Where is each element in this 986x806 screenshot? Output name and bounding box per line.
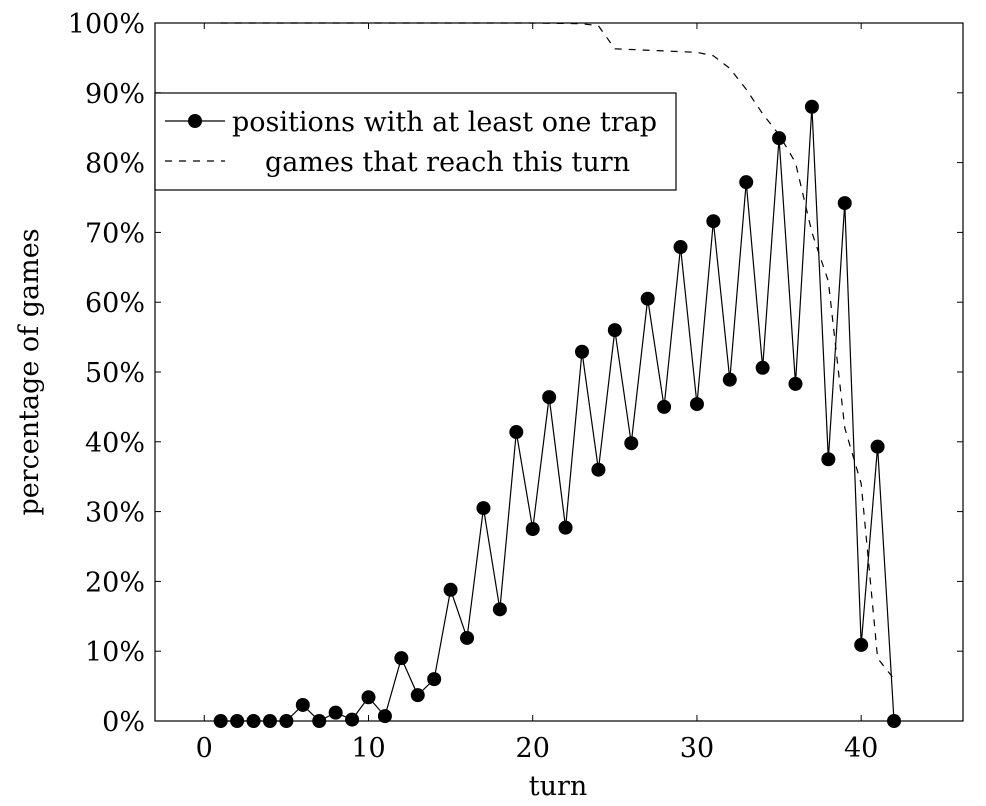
data-point bbox=[345, 712, 360, 727]
legend-marker bbox=[188, 114, 202, 128]
data-point bbox=[607, 323, 622, 338]
y-tick-label: 0% bbox=[102, 707, 145, 738]
data-point bbox=[821, 452, 836, 467]
data-point bbox=[624, 436, 639, 451]
legend: positions with at least one trap games t… bbox=[154, 92, 677, 191]
data-point bbox=[509, 425, 524, 440]
data-point bbox=[492, 602, 507, 617]
data-point bbox=[870, 439, 885, 454]
y-axis-label: percentage of games bbox=[14, 228, 45, 515]
data-point bbox=[887, 714, 902, 728]
data-point bbox=[279, 714, 294, 728]
series-layer bbox=[213, 22, 902, 728]
data-point bbox=[230, 714, 245, 728]
data-point bbox=[328, 705, 343, 720]
y-tick-label: 20% bbox=[85, 567, 145, 598]
data-point bbox=[262, 714, 277, 728]
data-point bbox=[739, 175, 754, 190]
y-tick-label: 40% bbox=[85, 428, 145, 459]
data-point bbox=[361, 690, 376, 705]
y-tick-label: 10% bbox=[85, 637, 145, 668]
legend-label-traps: positions with at least one trap bbox=[232, 107, 657, 138]
y-tick-label: 30% bbox=[85, 498, 145, 529]
data-point bbox=[558, 520, 573, 535]
data-point bbox=[476, 501, 491, 516]
data-point bbox=[574, 344, 589, 359]
y-tick-label: 70% bbox=[85, 218, 145, 249]
data-point bbox=[460, 630, 475, 645]
data-point bbox=[673, 240, 688, 255]
data-point bbox=[657, 399, 672, 414]
x-tick-label: 0 bbox=[196, 733, 213, 764]
data-point bbox=[410, 688, 425, 703]
y-tick-label: 100% bbox=[68, 9, 145, 40]
x-tick-label: 40 bbox=[844, 733, 878, 764]
data-point bbox=[722, 372, 737, 387]
data-point bbox=[640, 291, 655, 306]
data-point bbox=[394, 651, 409, 666]
series-line-games-reaching-turn bbox=[220, 22, 895, 680]
y-tick-label: 50% bbox=[85, 358, 145, 389]
series-line-trap-positions bbox=[220, 106, 895, 722]
data-point bbox=[837, 196, 852, 211]
data-point bbox=[854, 637, 869, 652]
data-point bbox=[689, 397, 704, 412]
data-point bbox=[525, 522, 540, 537]
data-point bbox=[804, 99, 819, 114]
x-axis-label: turn bbox=[529, 771, 588, 802]
data-point bbox=[246, 714, 261, 728]
legend-label-games: games that reach this turn bbox=[265, 147, 630, 178]
x-tick-label: 30 bbox=[680, 733, 714, 764]
data-point bbox=[591, 462, 606, 477]
y-tick-label: 60% bbox=[85, 288, 145, 319]
data-point bbox=[755, 360, 770, 375]
data-point bbox=[706, 214, 721, 229]
data-point bbox=[295, 697, 310, 712]
y-tick-label: 90% bbox=[85, 79, 145, 110]
data-point bbox=[312, 714, 327, 728]
legend-box bbox=[154, 92, 677, 191]
x-tick-label: 10 bbox=[351, 733, 385, 764]
data-point bbox=[542, 390, 557, 405]
data-point bbox=[377, 709, 392, 724]
axes: 0 10 20 30 40 0% 10% 20% 30% 40% 50% 60% 70% 80% 90% 10… bbox=[68, 9, 964, 764]
data-point bbox=[427, 672, 442, 687]
x-tick-label: 20 bbox=[516, 733, 550, 764]
data-point bbox=[443, 582, 458, 597]
data-point bbox=[213, 714, 228, 728]
data-point bbox=[788, 376, 803, 391]
y-tick-label: 80% bbox=[85, 149, 145, 180]
